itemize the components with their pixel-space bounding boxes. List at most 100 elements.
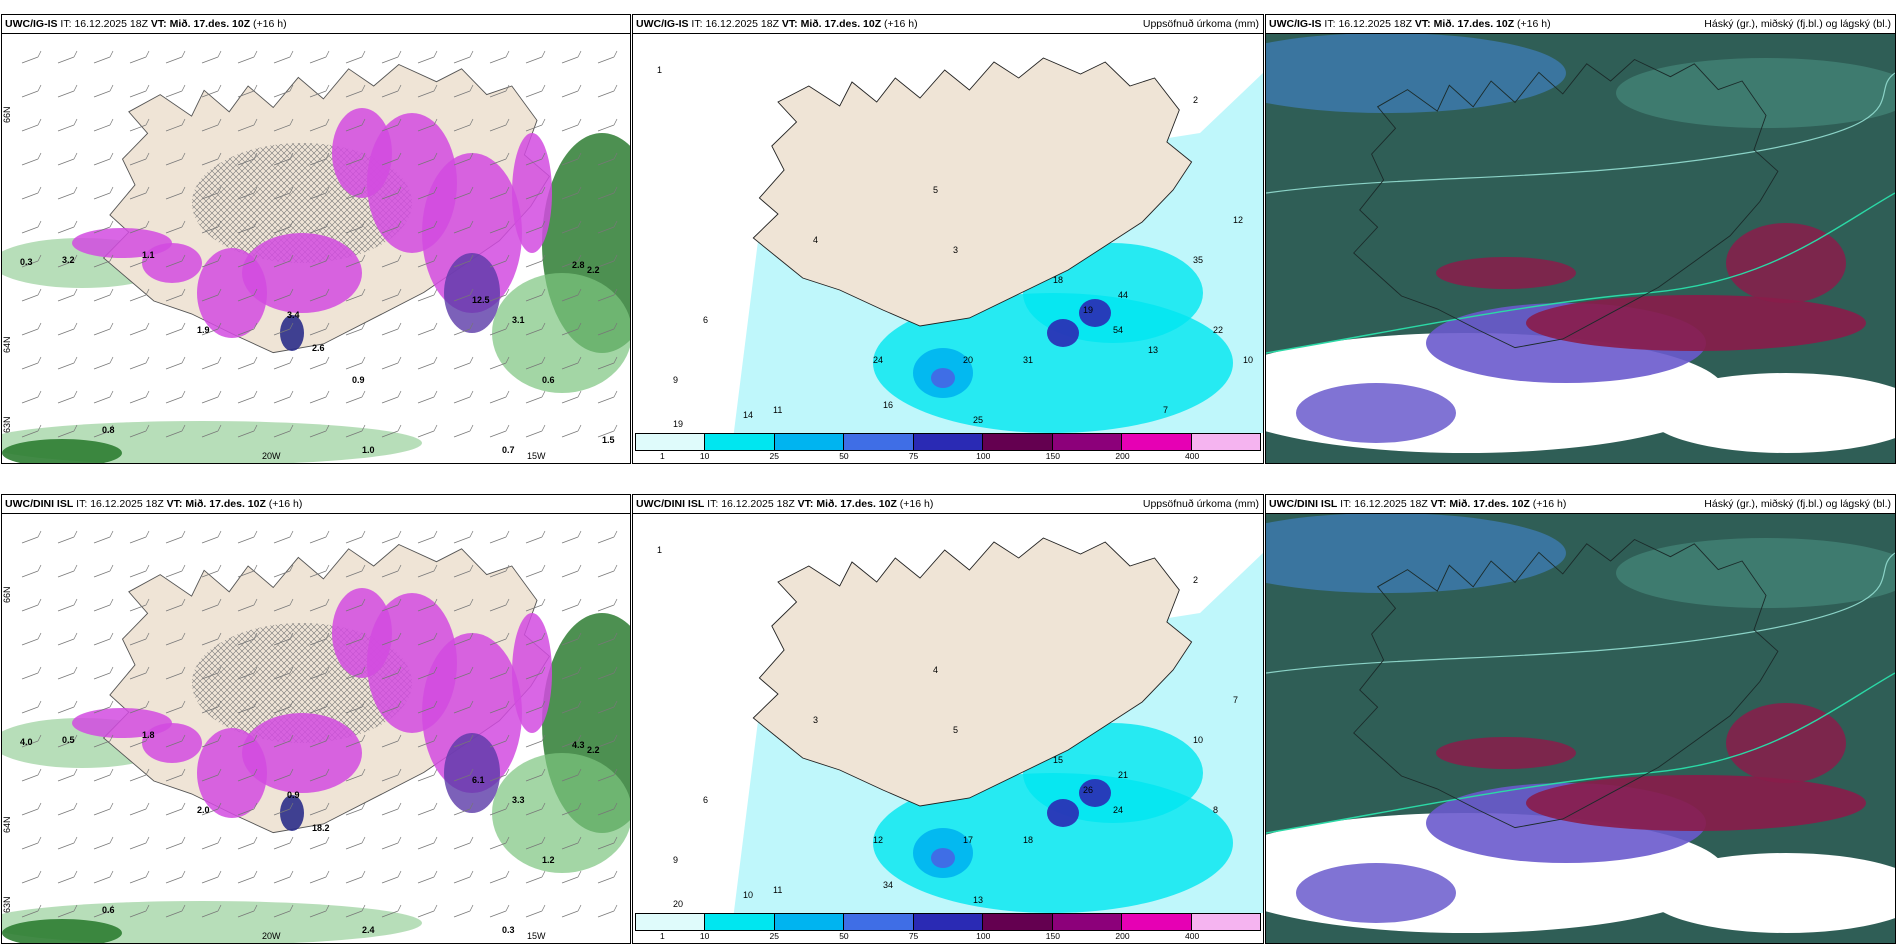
it-label: IT: bbox=[76, 498, 88, 510]
legend-tick: 150 bbox=[1045, 451, 1060, 461]
precip-area bbox=[512, 133, 552, 253]
precip-value: 0.6 bbox=[102, 905, 115, 915]
model-name: UWC/DINI ISL bbox=[5, 498, 74, 510]
wind-barb bbox=[345, 288, 366, 302]
wind-barb bbox=[21, 186, 42, 200]
low-cloud-dense bbox=[1726, 703, 1846, 783]
accum-value: 10 bbox=[743, 890, 753, 900]
wind-barb bbox=[489, 530, 510, 544]
accum-value: 5 bbox=[933, 185, 938, 195]
wind-barb bbox=[381, 768, 402, 782]
wind-barb bbox=[345, 424, 366, 438]
wind-barb bbox=[417, 734, 438, 748]
wind-barb bbox=[489, 322, 510, 336]
legend-swatch bbox=[844, 434, 914, 450]
wind-barb bbox=[21, 530, 42, 544]
wind-barb bbox=[201, 768, 222, 782]
precip-value: 2.2 bbox=[587, 745, 600, 755]
wind-barb bbox=[525, 84, 546, 98]
wind-barb bbox=[381, 390, 402, 404]
wind-barb bbox=[237, 288, 258, 302]
precip-core bbox=[444, 253, 500, 333]
wind-barb bbox=[561, 598, 582, 612]
wind-barb bbox=[93, 870, 114, 884]
wind-barb bbox=[165, 768, 186, 782]
legend-tick: 50 bbox=[839, 451, 849, 461]
wind-barb bbox=[597, 152, 618, 166]
wind-barb bbox=[309, 356, 330, 370]
legend-tick: 10 bbox=[699, 931, 710, 941]
wind-barb bbox=[345, 598, 366, 612]
wind-barb bbox=[309, 666, 330, 680]
wind-barb bbox=[165, 390, 186, 404]
wind-barb bbox=[345, 50, 366, 64]
precip-area bbox=[197, 728, 267, 818]
wind-barb bbox=[489, 802, 510, 816]
wind-barb bbox=[201, 220, 222, 234]
coastline bbox=[1353, 58, 1779, 349]
wind-barb bbox=[525, 598, 546, 612]
accum-value: 7 bbox=[1233, 695, 1238, 705]
wind-barb bbox=[201, 530, 222, 544]
wind-barb bbox=[237, 390, 258, 404]
wind-barb bbox=[237, 424, 258, 438]
low-cloud-dense bbox=[1526, 775, 1866, 831]
precip-value: 0.7 bbox=[502, 445, 515, 455]
wind-barb bbox=[597, 118, 618, 132]
vt-label: VT: bbox=[166, 498, 183, 510]
wind-barb bbox=[525, 254, 546, 268]
wind-barb bbox=[525, 186, 546, 200]
wind-barb bbox=[525, 50, 546, 64]
wind-barb bbox=[273, 734, 294, 748]
panel-header: UWC/DINI ISL IT: 16.12.2025 18Z VT: Mið.… bbox=[1266, 495, 1895, 514]
wind-barb bbox=[237, 734, 258, 748]
wind-barb bbox=[57, 564, 78, 578]
vt-label: VT: bbox=[1414, 18, 1431, 30]
legend-tick: 400 bbox=[1185, 931, 1200, 941]
wind-barb bbox=[489, 564, 510, 578]
wind-barb bbox=[453, 288, 474, 302]
precip-value: 2.8 bbox=[572, 260, 585, 270]
lead-time: (+16 h) bbox=[1532, 498, 1567, 510]
wind-barb bbox=[93, 356, 114, 370]
legend-swatch bbox=[844, 914, 914, 930]
wind-barb bbox=[201, 356, 222, 370]
lon-label: 15W bbox=[527, 451, 546, 461]
precip-value: 1.0 bbox=[362, 445, 375, 455]
wind-barb bbox=[129, 152, 150, 166]
accum-value: 21 bbox=[1118, 770, 1128, 780]
wind-barb bbox=[57, 84, 78, 98]
wind-barb bbox=[165, 632, 186, 646]
map-svg bbox=[1266, 513, 1895, 943]
wind-barb bbox=[21, 84, 42, 98]
wind-barb bbox=[237, 904, 258, 918]
wind-barb bbox=[309, 836, 330, 850]
sea-rain-band bbox=[492, 753, 630, 873]
wind-barb bbox=[237, 836, 258, 850]
wind-barb bbox=[417, 870, 438, 884]
wind-barb bbox=[21, 904, 42, 918]
model-name: UWC/IG-IS bbox=[636, 18, 689, 30]
accum-value: 12 bbox=[1233, 215, 1243, 225]
wind-barb bbox=[21, 390, 42, 404]
wind-barb bbox=[165, 220, 186, 234]
accum-value: 44 bbox=[1118, 290, 1128, 300]
contour-line bbox=[1266, 672, 1895, 834]
legend-tick: 100 bbox=[976, 931, 991, 941]
precip-value: 3.2 bbox=[62, 255, 75, 265]
wind-barb bbox=[453, 152, 474, 166]
wind-barb bbox=[489, 666, 510, 680]
wind-barb bbox=[129, 390, 150, 404]
wind-barb bbox=[93, 118, 114, 132]
wind-barb bbox=[273, 186, 294, 200]
wind-barb bbox=[165, 700, 186, 714]
wind-barb bbox=[525, 632, 546, 646]
wind-barb bbox=[129, 598, 150, 612]
wind-barb bbox=[417, 666, 438, 680]
wind-barb bbox=[273, 666, 294, 680]
precip-value: 3.1 bbox=[512, 315, 525, 325]
wind-barb bbox=[57, 288, 78, 302]
wind-barb bbox=[309, 186, 330, 200]
legend-tick: 10 bbox=[699, 451, 710, 461]
accum-value: 19 bbox=[673, 419, 683, 429]
